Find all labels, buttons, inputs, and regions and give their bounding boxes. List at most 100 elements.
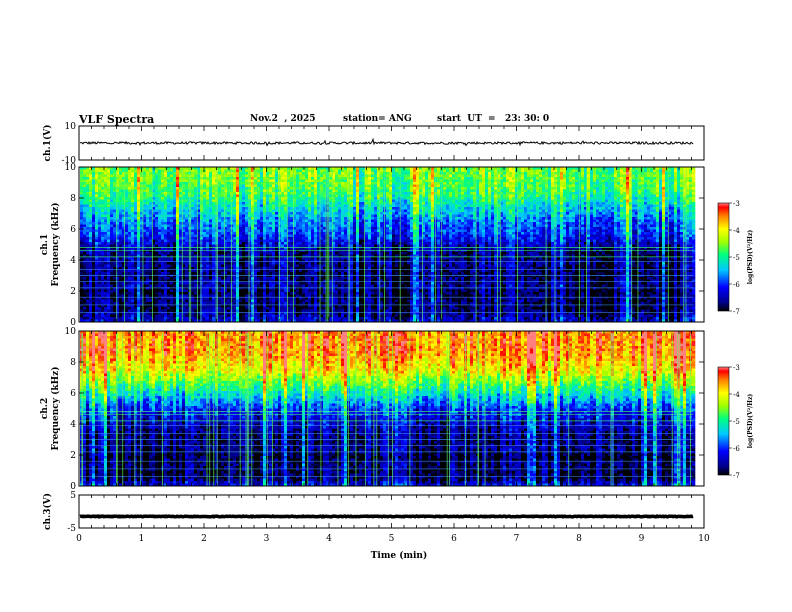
spectrogram-cell	[179, 302, 183, 305]
spectrogram-cell	[311, 182, 315, 185]
spectrogram-cell	[143, 304, 147, 308]
spectrogram-cell	[269, 252, 273, 255]
spectrogram-cell	[98, 189, 102, 193]
spectrogram-cell	[161, 309, 165, 313]
spectrogram-cell	[128, 287, 132, 290]
spectrogram-cell	[95, 292, 99, 295]
spectrogram-cell	[284, 244, 288, 248]
spectrogram-cell	[224, 252, 228, 255]
spectrogram-cell	[227, 289, 231, 293]
spectrogram-cell	[284, 247, 288, 250]
spectrogram-cell	[305, 214, 309, 218]
spectrogram-cell	[275, 302, 279, 305]
spectrogram-cell	[242, 217, 246, 220]
spectrogram-cell	[83, 219, 87, 223]
spectrogram-cell	[281, 267, 285, 270]
spectrogram-cell	[131, 247, 135, 250]
spectrogram-cell	[233, 312, 237, 315]
spectrogram-cell	[170, 217, 174, 220]
spectrogram-cell	[248, 222, 252, 225]
spectrogram-cell	[287, 254, 291, 258]
spectrogram-cell	[149, 277, 153, 280]
spectrogram-cell	[134, 209, 138, 213]
spectrogram-cell	[113, 187, 117, 190]
spectrogram-cell	[284, 304, 288, 308]
spectrogram-cell	[239, 294, 243, 298]
spectrogram-cell	[218, 302, 222, 305]
spectrogram-cell	[212, 237, 216, 240]
spectrogram-cell	[155, 209, 159, 213]
spectrogram-cell	[212, 184, 216, 188]
spectrogram-cell	[299, 227, 303, 230]
spectrogram-cell	[296, 192, 300, 195]
spectrogram-cell	[236, 192, 240, 195]
spectrogram-cell	[299, 247, 303, 250]
spectrogram-cell	[104, 202, 108, 205]
spectrogram-cell	[233, 167, 237, 170]
spectrogram-cell	[206, 262, 210, 265]
spectrogram-cell	[170, 169, 174, 173]
spectrogram-cell	[242, 312, 246, 315]
spectrogram-cell	[215, 179, 219, 183]
spectrogram-cell	[215, 292, 219, 295]
spectrogram-cell	[206, 227, 210, 230]
spectrogram-cell	[125, 212, 129, 215]
spectrogram-cell	[227, 184, 231, 188]
spectrogram-cell	[233, 257, 237, 260]
spectrogram-cell	[305, 219, 309, 223]
spectrogram-cell	[215, 269, 219, 273]
spectrogram-cell	[122, 229, 126, 233]
spectrogram-cell	[239, 239, 243, 243]
spectrogram-cell	[86, 197, 90, 200]
spectrogram-cell	[290, 237, 294, 240]
spectrogram-cell	[248, 259, 252, 263]
spectrogram-cell	[314, 242, 318, 245]
spectrogram-cell	[89, 227, 93, 230]
spectrogram-cell	[116, 169, 120, 173]
spectrogram-cell	[149, 312, 153, 315]
spectrogram-cell	[293, 229, 297, 233]
spectrogram-cell	[236, 242, 240, 245]
spectrogram-cell	[113, 297, 117, 300]
spectrogram-cell	[179, 269, 183, 273]
spectrogram-cell	[155, 214, 159, 218]
spectrogram-cell	[194, 209, 198, 213]
spectrogram-cell	[218, 177, 222, 180]
spectrogram-cell	[125, 259, 129, 263]
spectrogram-cell	[137, 219, 141, 223]
spectrogram-cell	[221, 309, 225, 313]
spectrogram-cell	[134, 269, 138, 273]
spectrogram-cell	[221, 214, 225, 218]
spectrogram-cell	[209, 312, 213, 315]
spectrogram-cell	[299, 287, 303, 290]
spectrogram-cell	[182, 189, 186, 193]
spectrogram-cell	[149, 294, 153, 298]
spectrogram-cell	[281, 244, 285, 248]
spectrogram-cell	[104, 279, 108, 283]
spectrogram-cell	[164, 274, 168, 278]
spectrogram-cell	[260, 232, 264, 235]
spectrogram-cell	[104, 262, 108, 265]
spectrogram-cell	[260, 222, 264, 225]
spectrogram-cell	[122, 282, 126, 285]
spectrogram-cell	[311, 234, 315, 238]
spectrogram-cell	[245, 199, 249, 203]
spectrogram-cell	[248, 252, 252, 255]
spectrogram-cell	[131, 294, 135, 298]
spectrogram-cell	[203, 219, 207, 223]
spectrogram-cell	[158, 282, 162, 285]
spectrogram-cell	[251, 167, 255, 170]
spectrogram-cell	[269, 174, 273, 178]
spectrogram-cell	[113, 257, 117, 260]
spectrogram-cell	[215, 207, 219, 210]
spectrogram-cell	[161, 274, 165, 278]
spectrogram-cell	[104, 302, 108, 305]
spectrogram-cell	[125, 224, 129, 228]
spectrogram-cell	[140, 209, 144, 213]
spectrogram-cell	[296, 297, 300, 300]
spectrogram-cell	[260, 319, 264, 323]
spectrogram-cell	[209, 284, 213, 288]
spectrogram-cell	[257, 259, 261, 263]
spectrogram-cell	[176, 277, 180, 280]
spectrogram-cell	[170, 227, 174, 230]
